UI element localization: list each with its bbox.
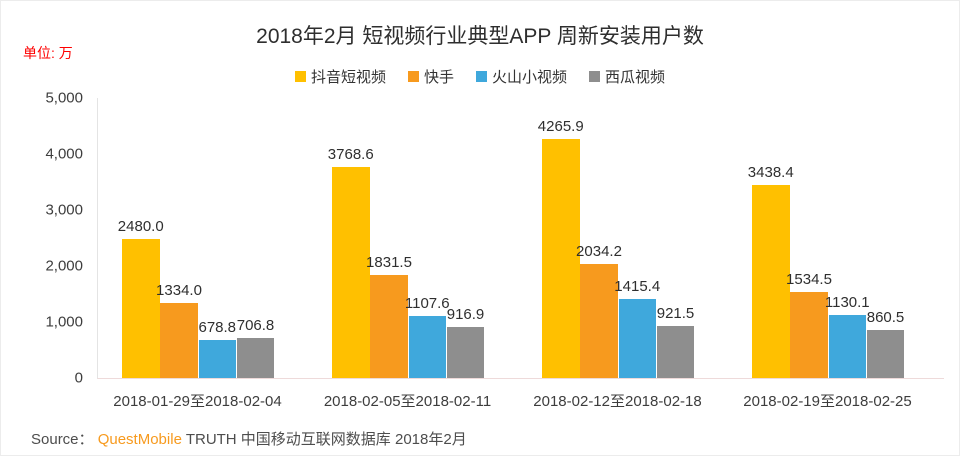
legend-label: 快手 (423, 69, 454, 86)
value-label: 706.8 (236, 317, 275, 335)
legend-swatch-icon (589, 71, 601, 82)
bar (408, 315, 446, 378)
x-category-label: 2018-02-05至2018-02-11 (323, 393, 492, 410)
legend-item: 快手 (407, 66, 454, 87)
bar (236, 338, 275, 378)
value-label: 4265.9 (537, 118, 584, 136)
x-axis: 2018-01-29至2018-02-04 2018-02-05至2018-02-… (97, 390, 943, 412)
y-tick-label: 3,000 (45, 201, 83, 219)
y-tick-label: 5,000 (45, 89, 83, 107)
bar (752, 185, 790, 378)
x-category-label: 2018-02-19至2018-02-25 (743, 393, 912, 410)
bar (790, 292, 828, 378)
value-label: 916.9 (446, 305, 485, 323)
chart-title: 2018年2月 短视频行业典型APP 周新安装用户数 (256, 25, 704, 48)
bar (656, 326, 695, 378)
bar (618, 298, 656, 378)
x-category-label: 2018-01-29至2018-02-04 (113, 393, 282, 410)
value-label: 1831.5 (366, 254, 412, 272)
value-label: 1107.6 (404, 294, 450, 312)
source-suffix: TRUTH 中国移动互联网数据库 2018年2月 (181, 431, 467, 448)
source-prefix: Source： (31, 431, 98, 448)
x-category-label: 2018-02-12至2018-02-18 (533, 393, 702, 410)
bar (160, 303, 198, 378)
value-label: 678.8 (198, 319, 237, 336)
legend: 抖音短视频 快手 火山小视频 西瓜视频 (1, 66, 959, 87)
source-brand: QuestMobile (97, 431, 182, 448)
bar (122, 239, 160, 378)
value-label: 1415.4 (614, 277, 661, 295)
legend-item: 火山小视频 (476, 66, 567, 87)
value-label: 1334.0 (156, 282, 202, 300)
bar (542, 139, 580, 378)
bar (332, 166, 370, 378)
bar (866, 329, 905, 378)
y-axis: 0 1,000 2,000 3,000 4,000 5,000 (1, 90, 89, 387)
legend-swatch-icon (407, 71, 419, 82)
value-label: 2480.0 (117, 218, 164, 236)
y-tick-label: 1,000 (45, 313, 83, 331)
legend-item: 西瓜视频 (589, 66, 665, 87)
plot-area: 2480.0 1334.0 678.8 706.8 3768.6 1831.5 1107.6… (97, 98, 944, 379)
bar (198, 340, 236, 378)
bar (446, 326, 485, 378)
value-label: 860.5 (866, 308, 905, 326)
value-label: 921.5 (656, 305, 695, 323)
legend-label: 抖音短视频 (310, 69, 386, 86)
bar (828, 314, 866, 378)
y-tick-label: 2,000 (45, 257, 83, 275)
y-tick-label: 0 (74, 369, 83, 387)
value-label: 3768.6 (327, 145, 374, 163)
legend-swatch-icon (294, 71, 306, 82)
legend-label: 西瓜视频 (605, 69, 666, 86)
bar (580, 264, 618, 378)
legend-item: 抖音短视频 (294, 66, 386, 87)
y-tick-label: 4,000 (45, 145, 83, 163)
unit-label: 单位: 万 (23, 45, 73, 61)
legend-swatch-icon (476, 71, 487, 82)
source-line: Source： QuestMobile TRUTH 中国移动互联网数据库 201… (31, 428, 467, 449)
value-label: 3438.4 (747, 164, 794, 182)
value-label: 1534.5 (786, 271, 832, 289)
legend-label: 火山小视频 (492, 69, 568, 86)
value-label: 2034.2 (576, 243, 622, 261)
value-label: 1130.1 (824, 293, 870, 311)
bar (370, 275, 408, 378)
